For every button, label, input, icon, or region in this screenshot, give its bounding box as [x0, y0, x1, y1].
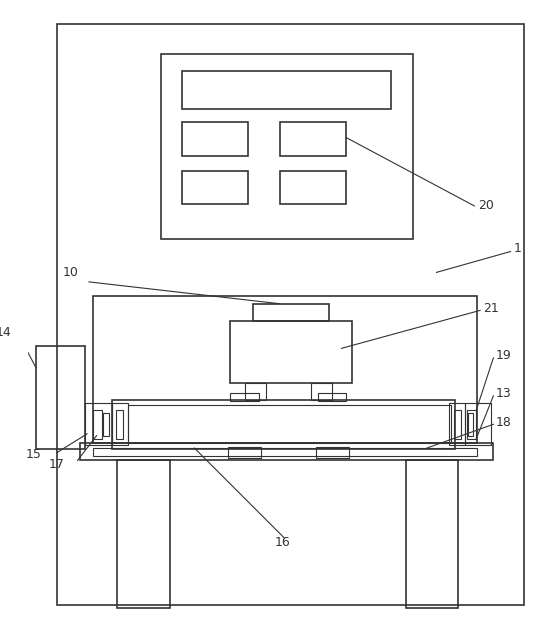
Bar	[280, 123, 346, 156]
Bar	[93, 296, 477, 443]
Text: 15: 15	[26, 448, 42, 461]
Bar	[182, 171, 248, 204]
Bar	[115, 410, 123, 439]
Bar	[317, 393, 346, 401]
Bar	[453, 410, 461, 439]
Text: 20: 20	[478, 199, 494, 211]
Bar	[112, 399, 456, 449]
Bar	[103, 413, 109, 436]
Bar	[231, 321, 352, 382]
Bar	[85, 403, 112, 445]
Bar	[161, 54, 413, 239]
Bar	[182, 123, 248, 156]
Bar	[465, 403, 491, 445]
Bar	[468, 413, 473, 436]
Text: 17: 17	[48, 458, 64, 471]
Bar	[228, 447, 261, 458]
Text: 1: 1	[514, 242, 521, 255]
Bar	[182, 71, 391, 109]
Text: 13: 13	[495, 387, 511, 401]
Bar	[128, 405, 451, 443]
Text: 19: 19	[495, 349, 511, 363]
Bar	[231, 393, 259, 401]
Bar	[280, 171, 346, 204]
Bar	[245, 382, 266, 399]
Text: 10: 10	[62, 266, 79, 279]
Bar	[80, 443, 494, 460]
Text: 16: 16	[275, 537, 291, 549]
Text: 14: 14	[0, 326, 11, 338]
Bar	[93, 410, 102, 439]
Text: 21: 21	[483, 302, 499, 315]
Bar	[311, 382, 332, 399]
Bar	[112, 403, 128, 445]
Bar	[253, 304, 329, 321]
Bar	[57, 23, 524, 605]
Bar	[467, 410, 476, 439]
Bar	[36, 347, 85, 449]
Text: 18: 18	[495, 416, 511, 429]
Bar	[93, 448, 477, 456]
Bar	[118, 460, 170, 608]
Bar	[406, 460, 458, 608]
Bar	[449, 403, 465, 445]
Bar	[316, 447, 349, 458]
